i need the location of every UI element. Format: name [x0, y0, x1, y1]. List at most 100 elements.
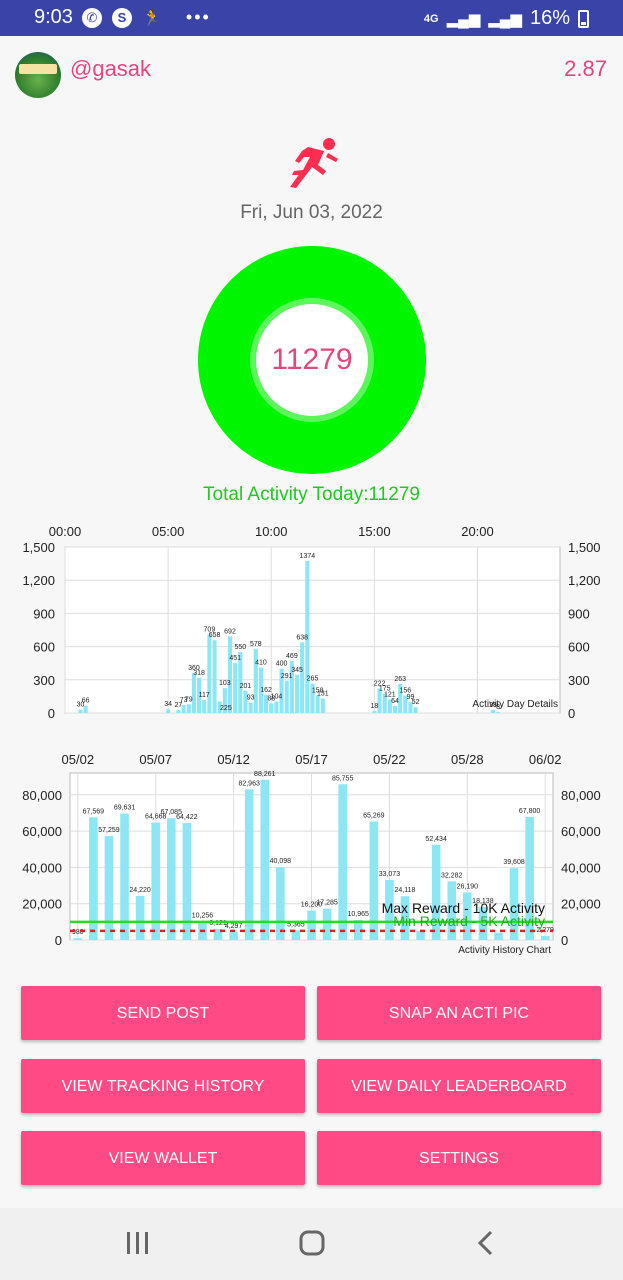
network-type: 4G [423, 12, 439, 25]
x-tick-label: 05:00 [152, 524, 185, 539]
activity-day-chart: 0 0 300 300 600 600 900 900 1,200 1,200 1,500 1,500… [22, 524, 600, 721]
snap-pic-button[interactable]: SNAP AN ACTI PIC [317, 986, 601, 1040]
y-tick-label-right: 40,000 [561, 860, 601, 875]
bar-value-label: 162 [260, 687, 272, 694]
activity-bar [294, 674, 300, 713]
app-header: @gasak 2.87 [0, 36, 623, 106]
activity-bar [320, 698, 325, 713]
x-tick-label: 05/28 [451, 752, 484, 767]
daily-leaderboard-button[interactable]: VIEW DAILY LEADERBOARD [317, 1059, 601, 1113]
balance: 2.87 [564, 56, 607, 81]
bar-value-label: 156 [399, 688, 411, 695]
activity-bar [279, 668, 284, 713]
total-activity-today: Total Activity Today:11279 [203, 484, 420, 505]
activity-bar [83, 705, 88, 713]
bar-value-label: 26,190 [457, 883, 479, 890]
activity-bar [176, 710, 181, 713]
bar-value-label: 5,365 [287, 921, 305, 928]
bar-value-label: 10,965 [348, 911, 370, 918]
home-icon[interactable] [299, 1230, 325, 1256]
activity-bar [413, 707, 418, 713]
bar-value-label: 32,282 [441, 872, 463, 879]
bar-value-label: 4,297 [225, 923, 243, 930]
activity-bar [392, 705, 398, 713]
activity-bar [217, 701, 222, 713]
y-tick-label-left: 60,000 [22, 824, 62, 839]
history-bar [151, 822, 160, 940]
bar-value-label: 40,098 [270, 858, 292, 865]
bar-value-label: 64 [391, 698, 399, 705]
bar-value-label: 980 [72, 929, 84, 936]
wallet-button[interactable]: VIEW WALLET [21, 1131, 305, 1185]
bar-value-label: 158 [312, 688, 324, 695]
x-tick-label: 05/12 [217, 752, 250, 767]
avatar[interactable] [15, 52, 61, 98]
activity-bar [197, 677, 202, 713]
history-bar [322, 908, 332, 940]
bar-value-label: 88,261 [254, 771, 276, 778]
x-tick-label: 15:00 [358, 524, 391, 539]
activity-bar [227, 636, 233, 713]
bar-value-label: 131 [317, 691, 329, 698]
settings-button[interactable]: SETTINGS [317, 1131, 601, 1185]
activity-bar [398, 683, 403, 713]
history-bar [540, 935, 550, 940]
bar-value-label: 88 [267, 695, 275, 702]
bar-value-label: 67,085 [161, 809, 183, 816]
skype-icon: S [112, 7, 132, 28]
y-tick-label-left: 40,000 [22, 860, 62, 875]
bar-value-label: 52,434 [425, 836, 447, 843]
chart-caption: Activity History Chart [458, 945, 551, 956]
username[interactable]: @gasak [70, 56, 152, 81]
activity-bar [233, 663, 238, 713]
y-tick-label-right: 300 [568, 673, 590, 688]
x-tick-label: 06/02 [529, 752, 562, 767]
history-bar [525, 816, 534, 940]
bar-value-label: 263 [394, 676, 406, 683]
activity-bar [212, 640, 217, 713]
history-bar [135, 896, 145, 940]
activity-bar [284, 680, 289, 713]
bar-value-label: 34 [164, 701, 172, 708]
bar-value-label: 550 [234, 644, 246, 651]
history-bar [307, 910, 316, 940]
x-tick-label: 00:00 [49, 524, 82, 539]
bar-value-label: 18,138 [472, 898, 494, 905]
y-tick-label-left: 1,200 [22, 573, 55, 588]
history-bar [73, 938, 83, 940]
whatsapp-icon: ✆ [82, 7, 102, 28]
history-bar [229, 932, 238, 940]
x-tick-label: 05/07 [139, 752, 172, 767]
y-tick-label-right: 20,000 [561, 897, 601, 912]
tracking-history-button[interactable]: VIEW TRACKING HISTORY [21, 1059, 305, 1113]
bar-value-label: 117 [199, 692, 210, 699]
activity-bar [269, 703, 274, 713]
y-tick-label-left: 900 [33, 606, 55, 621]
history-bar [463, 892, 472, 940]
bar-value-label: 65,269 [363, 813, 385, 820]
bar-value-label: 8 [496, 704, 500, 711]
battery-percent: 16% [529, 7, 570, 29]
activity-bar [238, 652, 243, 713]
back-icon[interactable] [477, 1230, 495, 1256]
runner-icon [290, 138, 338, 188]
bar-value-label: 451 [229, 655, 241, 662]
activity-bar [181, 704, 186, 713]
bar-value-label: 400 [276, 661, 288, 668]
recent-apps-icon[interactable] [126, 1230, 150, 1256]
history-bar [120, 813, 129, 940]
bar-value-label: 638 [296, 634, 308, 641]
history-bar [431, 844, 441, 940]
x-tick-label: 05/02 [62, 752, 95, 767]
y-tick-label-left: 20,000 [22, 897, 62, 912]
activity-bar [186, 704, 191, 713]
bar-value-label: 64,668 [145, 814, 167, 821]
y-tick-label-right: 600 [568, 640, 590, 655]
bar-value-label: 39,608 [503, 859, 525, 866]
bar-value-label: 28 [489, 702, 497, 709]
send-post-button[interactable]: SEND POST [21, 986, 305, 1040]
history-bar [447, 881, 457, 940]
y-tick-label-right: 0 [568, 706, 575, 721]
bar-value-label: 24,118 [395, 887, 416, 894]
bar-value-label: 10,256 [192, 912, 214, 919]
